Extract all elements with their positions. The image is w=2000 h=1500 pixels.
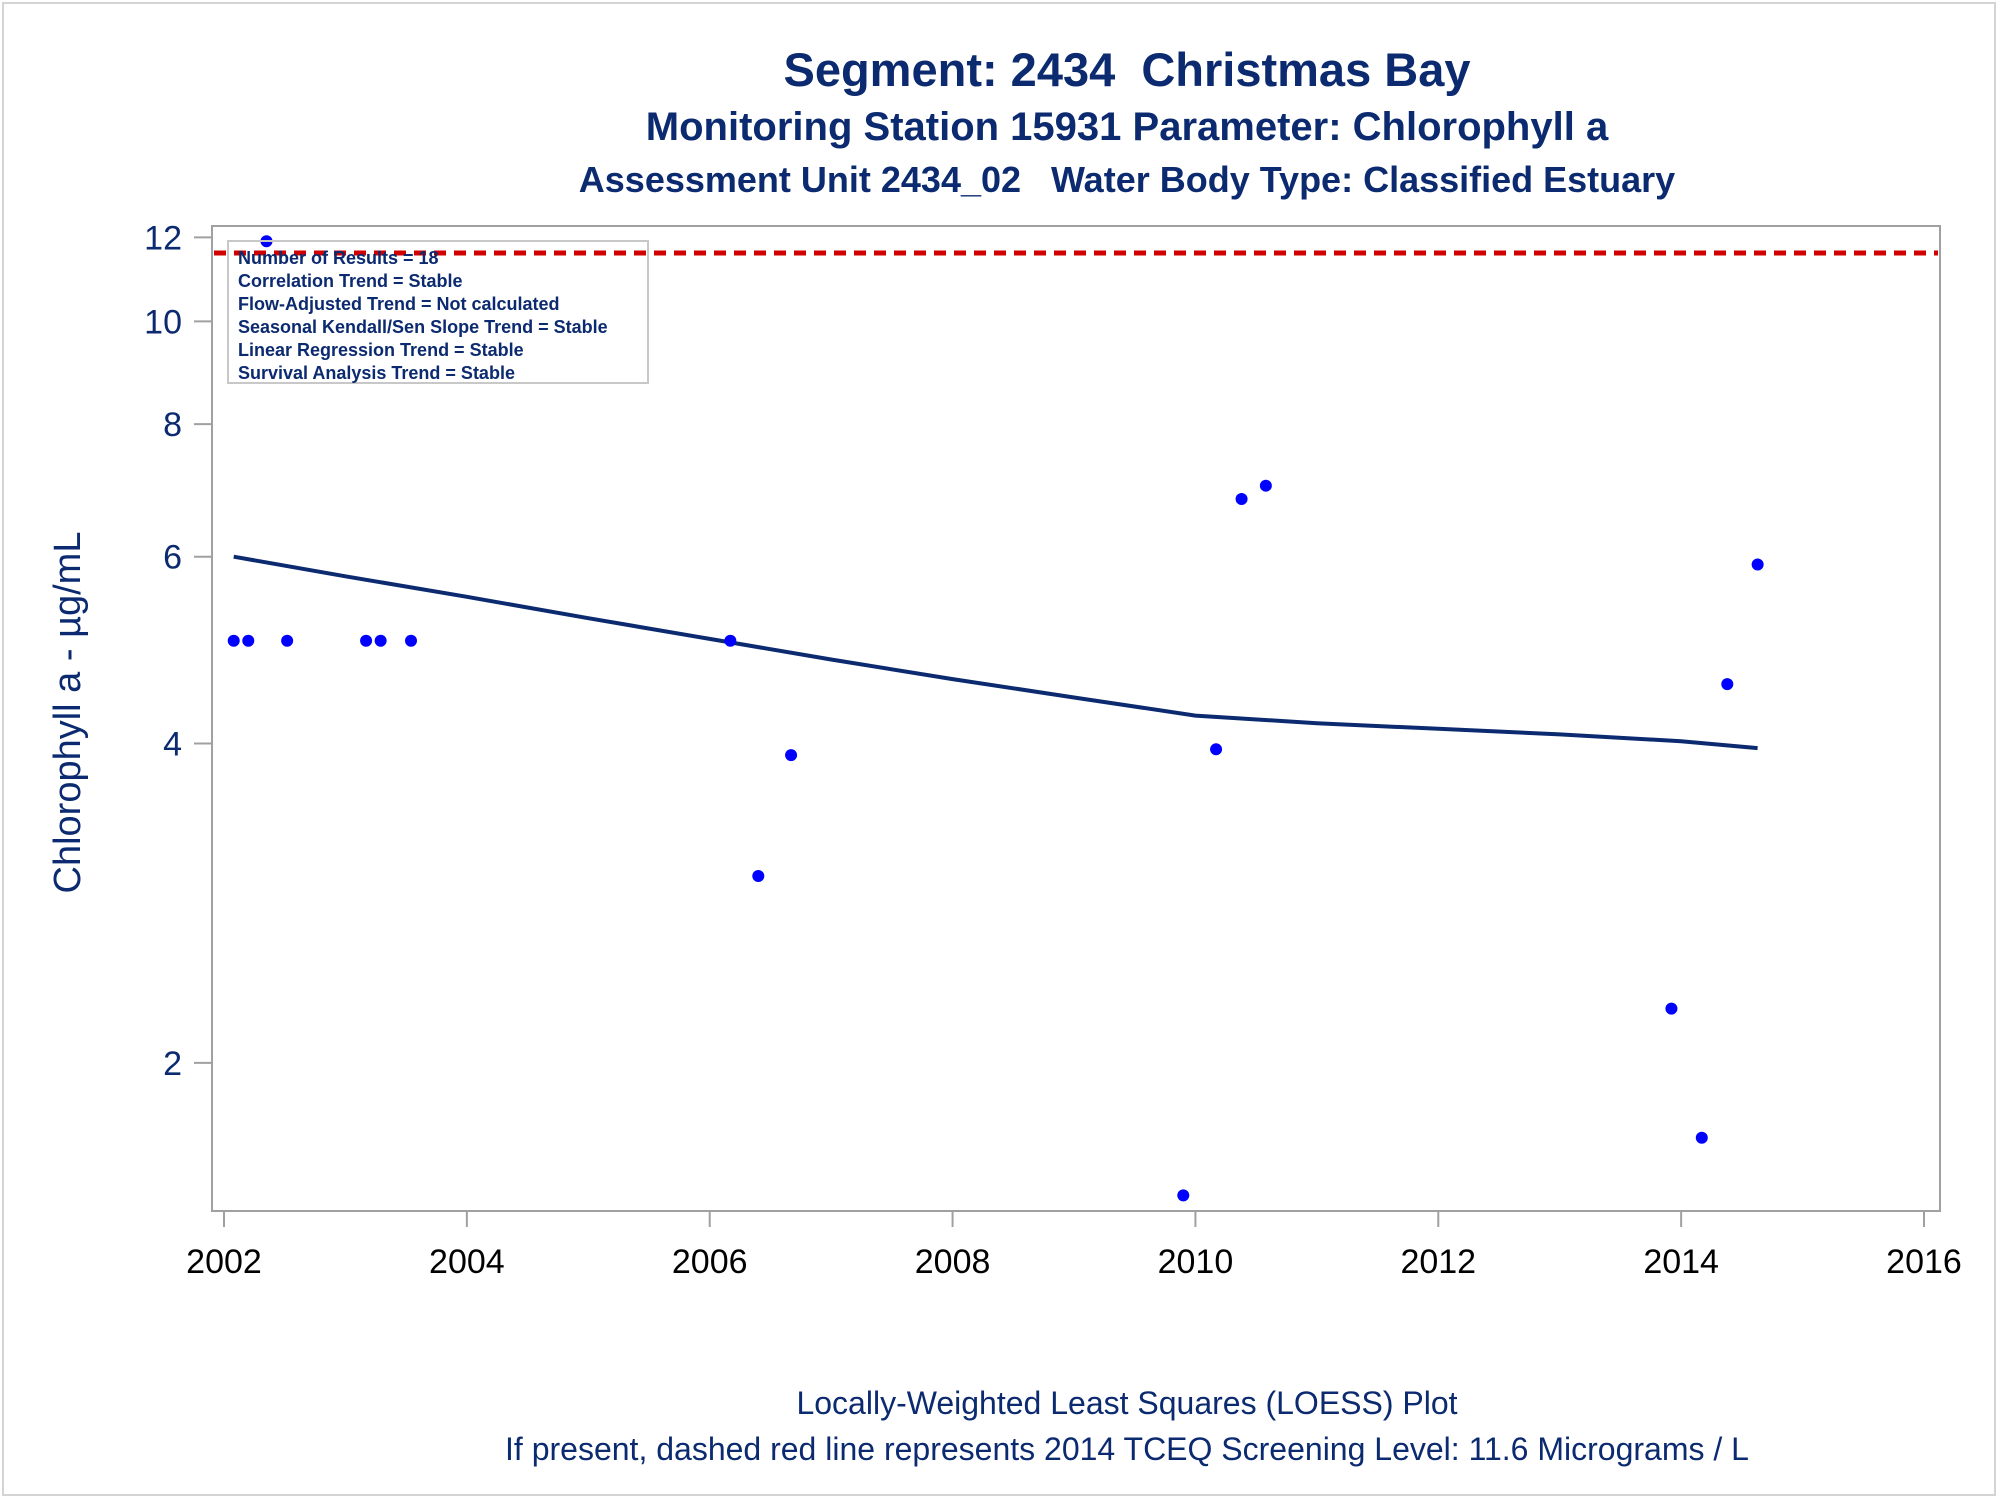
data-point: [374, 634, 387, 647]
data-point: [242, 634, 255, 647]
y-tick-label: 4: [163, 726, 182, 764]
y-tick-label: 2: [163, 1045, 182, 1083]
chart-subtitle-station: Monitoring Station 15931 Parameter: Chlo…: [645, 105, 1609, 149]
data-point: [281, 634, 294, 647]
stats-inset-box: [227, 240, 649, 384]
data-point: [1665, 1002, 1678, 1015]
data-point: [227, 634, 240, 647]
chart-subtitle-assessment: Assessment Unit 2434_02 Water Body Type:…: [578, 159, 1676, 200]
data-point: [1721, 678, 1734, 691]
stats-inset: Number of Results = 18 Correlation Trend …: [227, 240, 649, 384]
chart-title: Segment: 2434 Christmas Bay: [783, 43, 1471, 96]
data-point: [1751, 558, 1764, 571]
stats-inset-line: Flow-Adjusted Trend = Not calculated: [238, 294, 560, 314]
chart-plot: 2 4 6 8 10 12 2002 2004 2006 2008 2010 2012 2014 2016…: [47, 219, 1962, 1281]
stats-inset-line: Survival Analysis Trend = Stable: [238, 363, 515, 383]
data-point: [1235, 493, 1248, 506]
x-tick-label: 2002: [186, 1243, 262, 1281]
stats-inset-line: Linear Regression Trend = Stable: [238, 340, 524, 360]
data-point: [724, 634, 737, 647]
y-tick-label: 10: [144, 303, 182, 341]
data-point: [752, 870, 765, 883]
x-tick-label: 2014: [1643, 1243, 1719, 1281]
x-tick-label: 2004: [429, 1243, 505, 1281]
stats-inset-line: Number of Results = 18: [238, 248, 439, 268]
data-point: [1259, 479, 1272, 492]
y-tick-label: 8: [163, 406, 182, 444]
loess-line: [233, 554, 1758, 751]
plot-area: [211, 225, 1941, 1212]
data-point: [1210, 743, 1223, 756]
footnote-screening-level: If present, dashed red line represents 2…: [505, 1431, 1749, 1467]
x-tick-label: 2006: [672, 1243, 748, 1281]
y-tick-label: 12: [144, 219, 182, 257]
x-tick-label: 2012: [1400, 1243, 1476, 1281]
data-point: [785, 749, 798, 762]
x-tick-label: 2016: [1886, 1243, 1962, 1281]
y-tick-label: 6: [163, 539, 182, 577]
x-tick-label: 2010: [1158, 1243, 1234, 1281]
y-axis-label: Chlorophyll a - µg/mL: [47, 532, 89, 894]
stats-inset-line: Correlation Trend = Stable: [238, 271, 463, 291]
data-point: [1695, 1131, 1708, 1144]
stats-inset-line: Seasonal Kendall/Sen Slope Trend = Stabl…: [238, 317, 608, 337]
data-point: [1177, 1189, 1190, 1202]
data-point: [360, 634, 373, 647]
data-point: [405, 634, 417, 647]
footnote-method: Locally-Weighted Least Squares (LOESS) P…: [796, 1385, 1458, 1421]
x-tick-label: 2008: [915, 1243, 991, 1281]
